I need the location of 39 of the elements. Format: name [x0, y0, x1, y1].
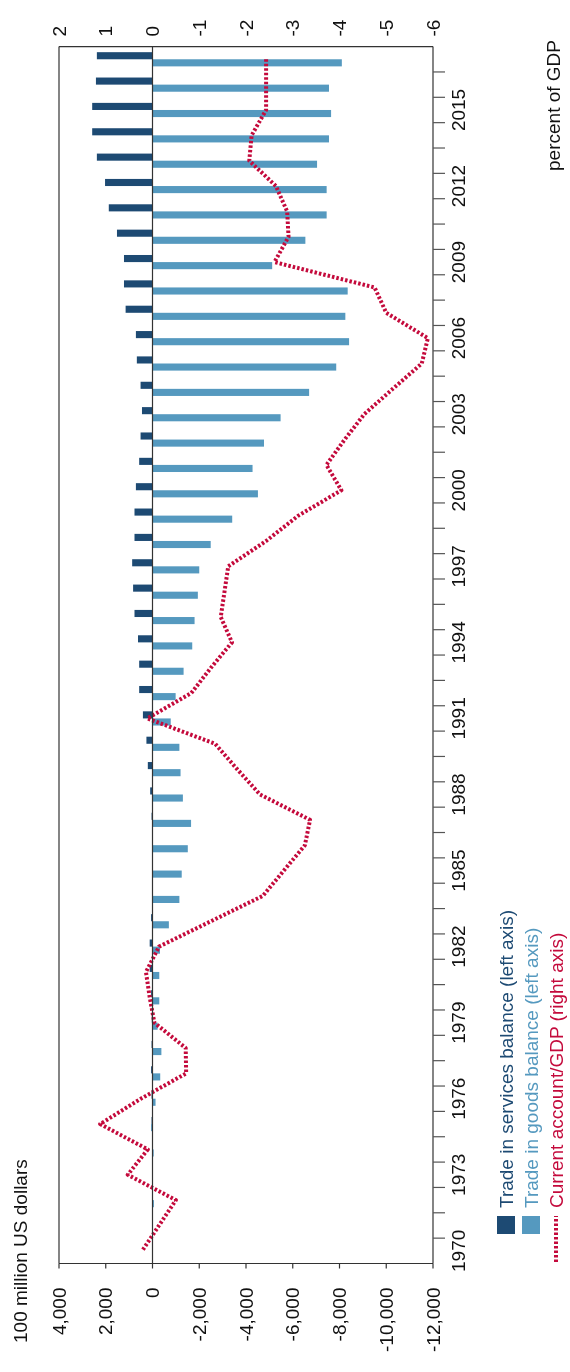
text: Trade in goods balance (left axis) — [520, 927, 542, 1208]
y-tick-label: 2006 — [448, 317, 469, 360]
y-tick-label: 1991 — [448, 697, 469, 740]
x-tick-label: 2,000 — [95, 1287, 117, 1336]
y-tick-label: 2012 — [448, 164, 469, 208]
x-tick-label: 4,000 — [48, 1287, 70, 1336]
y-tick-label: 2015 — [448, 88, 469, 132]
y-tick-label: 1982 — [448, 925, 469, 968]
y-tick-label: 1985 — [448, 849, 469, 892]
x2-tick-label: -3 — [282, 19, 304, 37]
y-tick-label: 1988 — [448, 773, 469, 816]
y-tick-label: 1994 — [448, 620, 469, 664]
y-tick-label: 2000 — [448, 469, 469, 512]
y-tick-label: 1976 — [448, 1077, 469, 1120]
x2-tick-label: -6 — [422, 19, 444, 37]
x2-tick-label: -2 — [235, 19, 257, 37]
x2-tick-label: 1 — [95, 26, 117, 37]
x-tick-label: -8,000 — [329, 1287, 351, 1342]
text: Trade in services balance (left axis) — [495, 909, 517, 1208]
y-tick-label: 2003 — [448, 393, 469, 436]
text: Current account/GDP (right axis) — [545, 932, 567, 1208]
y-tick-label: 1997 — [448, 545, 469, 588]
x-tick-label: 0 — [142, 1287, 164, 1299]
x2-tick-label: 0 — [142, 26, 164, 37]
y-tick-label: 2009 — [448, 240, 469, 284]
x2-axis-title: percent of GDP — [543, 40, 564, 171]
x2-tick-label: -4 — [329, 19, 351, 37]
x2-tick-label: 2 — [48, 26, 70, 37]
x2-tick-label: -1 — [188, 19, 210, 37]
x2-tick-label: -5 — [375, 19, 397, 37]
x-tick-label: -6,000 — [282, 1287, 304, 1342]
y-tick-label: 1973 — [448, 1153, 469, 1196]
x-tick-label: -10,000 — [375, 1287, 397, 1352]
x-tick-label: -12,000 — [422, 1287, 444, 1352]
text: 100 million US dollars — [10, 1159, 31, 1343]
y-tick-label: 1979 — [448, 1001, 469, 1044]
x-tick-label: -4,000 — [235, 1287, 257, 1342]
y-tick-label: 1970 — [448, 1229, 469, 1272]
x-tick-label: -2,000 — [188, 1287, 210, 1342]
